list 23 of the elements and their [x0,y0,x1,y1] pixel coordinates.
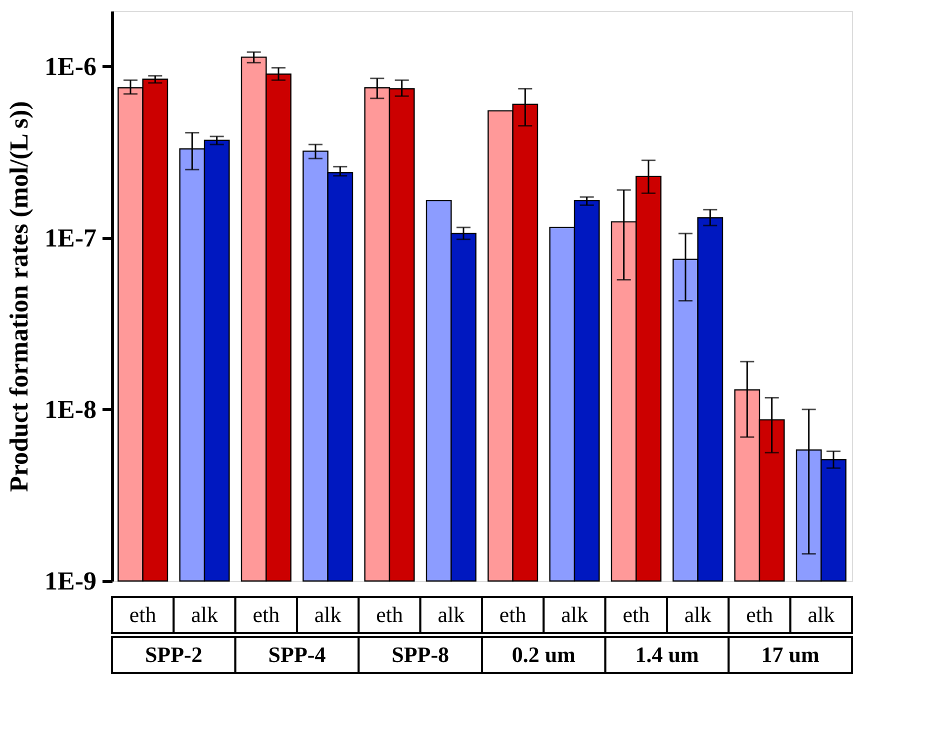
y-tick-label: 1E-6 [44,52,96,81]
y-tick-label: 1E-7 [44,223,96,252]
x-tick-label: eth [376,602,403,627]
x-tick-label: eth [129,602,156,627]
x-tick-label: alk [684,602,712,627]
x-tick-label: eth [622,602,650,627]
y-axis-title: Product formation rates (mol/(L s)) [4,101,34,492]
y-tick-label: 1E-8 [44,394,96,424]
x-tick-label: alk [314,602,342,627]
x-tick-label: alk [438,602,465,627]
text: 1.4 um [635,642,699,667]
x-tick-label: eth [746,602,773,627]
x-tick-label: alk [191,602,218,627]
y-tick-label: 1E-9 [44,566,96,596]
text: SPP-4 [268,642,326,667]
text: 17 um [761,642,820,667]
text: SPP-8 [392,642,450,667]
text: 0.2 um [512,642,576,667]
x-tick-label: eth [252,602,280,627]
x-tick-label: alk [808,602,835,627]
x-tick-label: eth [499,602,526,627]
x-tick-label: alk [561,602,588,627]
text: SPP-2 [144,642,202,667]
